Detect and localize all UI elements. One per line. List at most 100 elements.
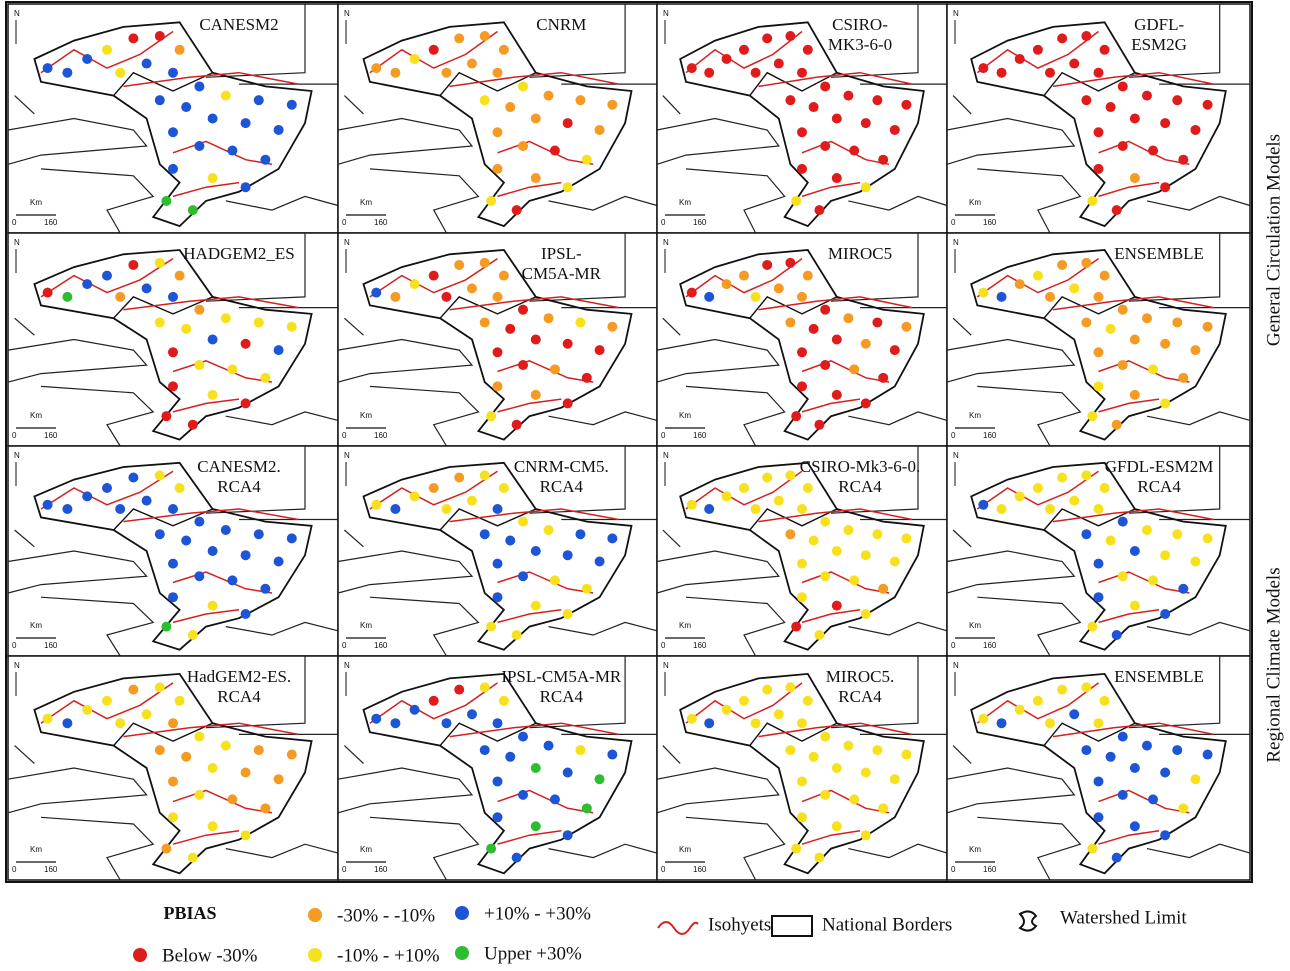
station-dot [441, 504, 452, 514]
station-dot [511, 852, 522, 863]
station-dot [181, 323, 192, 334]
station-dot [802, 270, 813, 281]
isohyet [685, 257, 803, 298]
station-dot [860, 118, 871, 129]
station-dot [860, 182, 871, 193]
station-dot [1117, 140, 1128, 151]
station-dot [441, 718, 452, 729]
station-dot [253, 529, 264, 540]
isohyet [40, 470, 174, 510]
station-dot [82, 279, 93, 290]
national-border [662, 317, 681, 336]
isohyet [1052, 296, 1214, 311]
station-dot [773, 709, 784, 720]
station-dot [785, 31, 796, 42]
station-dot [240, 398, 251, 409]
station-dot [511, 630, 522, 640]
station-dot [194, 789, 205, 800]
scale-tick-label: 160 [44, 218, 58, 227]
station-dot [849, 364, 860, 375]
station-dot [1069, 58, 1080, 69]
station-dot [860, 609, 871, 619]
scale-tick-label: 0 [661, 641, 666, 650]
station-dot [1099, 695, 1110, 706]
station-dot [1117, 360, 1128, 371]
scale-unit: Km [969, 621, 981, 630]
watershed-limit [679, 672, 925, 875]
station-dot [260, 154, 271, 165]
national-border [529, 4, 626, 78]
national-border [337, 550, 474, 594]
station-dot [575, 95, 586, 106]
station-dot [154, 529, 165, 540]
station-dot [207, 600, 218, 611]
station-dot [872, 95, 883, 106]
panel-title: HadGEM2-ES. [187, 667, 291, 686]
scale-unit: Km [679, 411, 691, 420]
map-panel: HadGEM2-ES.RCA4 N Km 0 160 [7, 655, 339, 881]
station-dot [227, 145, 238, 156]
station-dot [1081, 31, 1092, 42]
national-border [662, 529, 681, 548]
isohyet [123, 722, 299, 738]
isohyet [758, 296, 913, 311]
station-dot [1129, 821, 1140, 832]
station-dot [750, 504, 761, 514]
station-dot [1093, 558, 1104, 569]
station-dot [240, 182, 251, 193]
isohyet [172, 571, 273, 594]
station-dot [1117, 731, 1128, 742]
national-border [1128, 656, 1221, 729]
station-dot [878, 372, 889, 383]
station-dot [518, 81, 529, 92]
station-dot [1014, 53, 1025, 64]
station-dot [1093, 67, 1104, 78]
isohyet [369, 257, 498, 298]
national-border [40, 168, 155, 234]
station-dot [194, 360, 205, 371]
station-dot [860, 830, 871, 841]
station-dot [860, 338, 871, 349]
station-dot [1160, 550, 1171, 561]
station-dot [843, 740, 854, 751]
station-dot [273, 774, 284, 785]
station-dot [1202, 321, 1213, 332]
station-dot [518, 731, 529, 742]
station-dot [581, 583, 592, 594]
station-dot [978, 713, 989, 724]
isohyet [685, 470, 803, 510]
station-dot [479, 95, 490, 106]
scale-tick-label: 0 [342, 218, 347, 227]
station-dot [808, 102, 819, 113]
national-border [343, 95, 364, 115]
station-dot [1093, 776, 1104, 787]
national-border [7, 767, 148, 814]
station-dot [240, 118, 251, 129]
scale-tick-label: 0 [342, 865, 347, 874]
isohyet [497, 789, 594, 814]
station-dot [1081, 95, 1092, 106]
isohyet [369, 30, 498, 74]
national-border [14, 95, 35, 115]
station-dot [889, 774, 900, 785]
national-border [685, 596, 786, 657]
station-dot [207, 334, 218, 345]
station-dot [409, 53, 420, 64]
scale-tick-label: 160 [44, 865, 58, 874]
isohyet [1098, 829, 1160, 845]
station-dot [518, 140, 529, 151]
panel-title: CSIRO- [832, 15, 888, 34]
station-dot [581, 372, 592, 383]
panel-frame [946, 3, 1251, 234]
panel-title: GDFL- [1134, 15, 1184, 34]
station-dot [492, 776, 503, 787]
station-dot [1141, 90, 1152, 101]
station-dot [1087, 843, 1098, 854]
station-dot [1129, 600, 1140, 611]
station-dot [704, 718, 715, 729]
station-dot [860, 398, 871, 409]
station-dot [686, 713, 697, 724]
station-dot [194, 571, 205, 582]
station-dot [492, 504, 503, 514]
station-dot [791, 843, 802, 854]
